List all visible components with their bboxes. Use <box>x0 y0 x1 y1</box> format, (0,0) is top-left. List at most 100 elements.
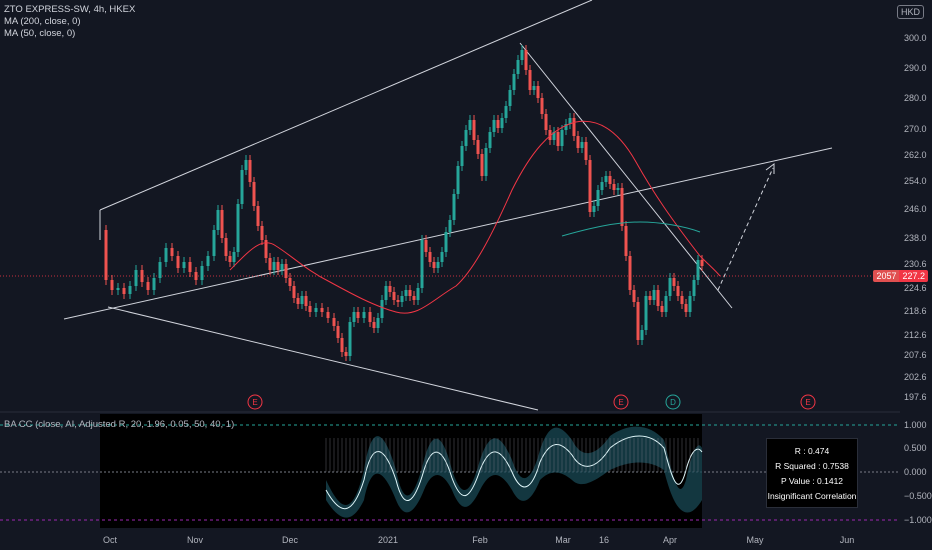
event-marker-label: E <box>805 398 810 407</box>
candle-body <box>280 264 284 270</box>
candle-body <box>128 286 132 294</box>
candle-body <box>152 278 156 290</box>
candle-body <box>352 312 356 322</box>
candle-body <box>544 114 548 130</box>
candle-body <box>134 270 138 286</box>
candle-body <box>368 312 372 322</box>
trendline <box>519 42 733 309</box>
candle-body <box>460 146 464 166</box>
candle-body <box>448 220 452 232</box>
time-axis-tick: Apr <box>663 535 677 545</box>
candle-body <box>224 238 228 256</box>
stat-r: R : 0.474 <box>794 445 830 456</box>
candle-body <box>336 326 340 338</box>
candle-body <box>424 240 428 252</box>
candle-body <box>680 296 684 304</box>
candle-body <box>380 300 384 318</box>
candle-body <box>564 124 568 130</box>
candle-body <box>236 204 240 252</box>
projection-arrow <box>717 167 774 291</box>
candle-body <box>268 258 272 270</box>
candle-body <box>220 210 224 238</box>
candle-body <box>504 106 508 118</box>
candle-body <box>548 130 552 140</box>
candle-body <box>496 120 500 128</box>
candle-body <box>444 232 448 252</box>
candle-body <box>636 302 640 340</box>
candle-body <box>664 296 668 312</box>
candle-body <box>576 136 580 148</box>
candle-body <box>356 312 360 318</box>
price-axis-tick: 300.0 <box>904 33 927 43</box>
candle-body <box>408 290 412 296</box>
ma50-legend[interactable]: MA (50, close, 0) <box>4 28 76 39</box>
candle-body <box>620 188 624 226</box>
candle-body <box>288 278 292 286</box>
candle-body <box>668 278 672 296</box>
candle-body <box>632 290 636 302</box>
candle-body <box>276 262 280 270</box>
candle-body <box>176 256 180 268</box>
candle-body <box>244 160 248 170</box>
price-axis-tick: 246.0 <box>904 204 927 214</box>
candle-body <box>362 312 366 318</box>
price-axis-tick: 238.0 <box>904 233 927 243</box>
candle-body <box>320 308 324 312</box>
candle-body <box>252 182 256 206</box>
currency-badge[interactable]: HKD <box>896 5 924 19</box>
last-price-tag: 2057 227.2 <box>873 270 928 282</box>
candle-body <box>416 288 420 300</box>
ma200-line <box>561 221 701 237</box>
candle-body <box>400 296 404 302</box>
candle-body <box>500 118 504 128</box>
candle-body <box>284 264 288 278</box>
candle-body <box>308 306 312 312</box>
candle-body <box>200 266 204 280</box>
event-marker <box>800 394 816 410</box>
indicator-legend[interactable]: BA CC (close, AI, Adjusted R, 20, 1.96, … <box>4 419 235 430</box>
candle-body <box>212 230 216 256</box>
candle-body <box>528 70 532 90</box>
candle-body <box>476 140 480 154</box>
candle-body <box>456 166 460 194</box>
time-axis-tick: Oct <box>103 535 118 545</box>
candle-body <box>492 120 496 132</box>
candle-body <box>512 74 516 90</box>
candle-body <box>696 260 700 280</box>
candle-body <box>164 248 168 262</box>
candle-body <box>110 280 114 290</box>
price-axis-tick: 290.0 <box>904 63 927 73</box>
candle-body <box>340 338 344 352</box>
ma50-line <box>229 120 721 314</box>
candle-body <box>480 154 484 176</box>
price-axis-tick: 230.6 <box>904 259 927 269</box>
indicator-axis-tick: −0.500 <box>904 491 932 501</box>
candle-body <box>206 256 210 266</box>
candle-body <box>560 130 564 146</box>
candle-body <box>612 184 616 190</box>
candle-body <box>660 306 664 312</box>
candle-body <box>232 252 236 262</box>
candle-body <box>396 300 400 302</box>
time-axis-tick: Mar <box>555 535 571 545</box>
candle-body <box>700 260 704 266</box>
indicator-axis-tick: 0.500 <box>904 443 927 453</box>
candle-body <box>584 142 588 160</box>
ma200-legend[interactable]: MA (200, close, 0) <box>4 16 81 27</box>
candle-body <box>116 288 120 290</box>
trendline <box>107 306 539 411</box>
event-marker-label: E <box>618 398 623 407</box>
candle-body <box>468 120 472 130</box>
candle-body <box>272 262 276 270</box>
candle-body <box>384 286 388 300</box>
price-axis-tick: 224.6 <box>904 283 927 293</box>
candle-body <box>520 50 524 60</box>
candle-body <box>420 240 424 288</box>
event-marker <box>613 394 629 410</box>
symbol-title[interactable]: ZTO EXPRESS-SW, 4h, HKEX <box>4 4 136 15</box>
candle-body <box>436 262 440 268</box>
candle-body <box>672 278 676 286</box>
time-axis-tick: Jun <box>840 535 855 545</box>
